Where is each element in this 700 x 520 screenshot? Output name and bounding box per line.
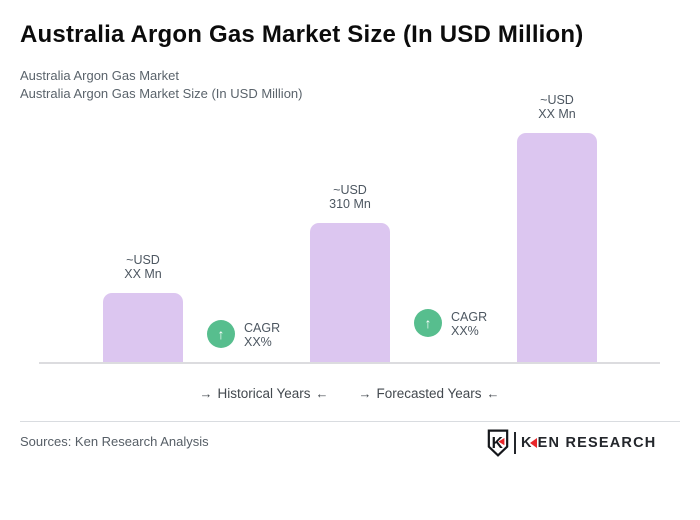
x-axis-baseline xyxy=(39,362,660,364)
logo-wordmark: K EN RESEARCH xyxy=(521,435,657,451)
up-arrow-icon: ↑ xyxy=(217,326,225,342)
footer-divider xyxy=(20,421,680,422)
subtitle-line-2: Australia Argon Gas Market Size (In USD … xyxy=(20,86,303,101)
axis-label-historical-years: → Historical Years ← xyxy=(154,386,374,401)
chart-subtitle: Australia Argon Gas Market Australia Arg… xyxy=(20,67,302,103)
bar-forecast xyxy=(517,133,597,363)
bar-historical xyxy=(103,293,183,363)
ken-research-logo: K K EN RESEARCH xyxy=(487,429,656,457)
left-arrow-icon: ← xyxy=(315,386,329,401)
cagr-text-2: CAGR XX% xyxy=(451,310,488,338)
right-arrow-icon: → xyxy=(358,386,372,401)
up-arrow-icon: ↑ xyxy=(424,315,432,331)
subtitle-line-1: Australia Argon Gas Market xyxy=(20,68,179,83)
cagr-badge-2: ↑ xyxy=(414,309,442,337)
cagr-badge-1: ↑ xyxy=(207,320,235,348)
bar-label-base-year: ~USD 310 Mn xyxy=(329,183,371,211)
page-title: Australia Argon Gas Market Size (In USD … xyxy=(20,21,584,48)
red-triangle-icon xyxy=(529,438,537,448)
cagr-text-1: CAGR XX% xyxy=(244,321,281,349)
logo-separator xyxy=(514,432,516,454)
right-arrow-icon: → xyxy=(199,386,213,401)
bar-label-historical: ~USD XX Mn xyxy=(124,253,162,281)
ken-research-shield-icon: K xyxy=(487,429,509,457)
left-arrow-icon: ← xyxy=(486,386,500,401)
svg-text:K: K xyxy=(492,435,504,452)
bar-base-year xyxy=(310,223,390,363)
axis-label-forecasted-years: → Forecasted Years ← xyxy=(319,386,539,401)
sources-text: Sources: Ken Research Analysis xyxy=(20,434,209,449)
bar-label-forecast: ~USD XX Mn xyxy=(538,93,576,121)
